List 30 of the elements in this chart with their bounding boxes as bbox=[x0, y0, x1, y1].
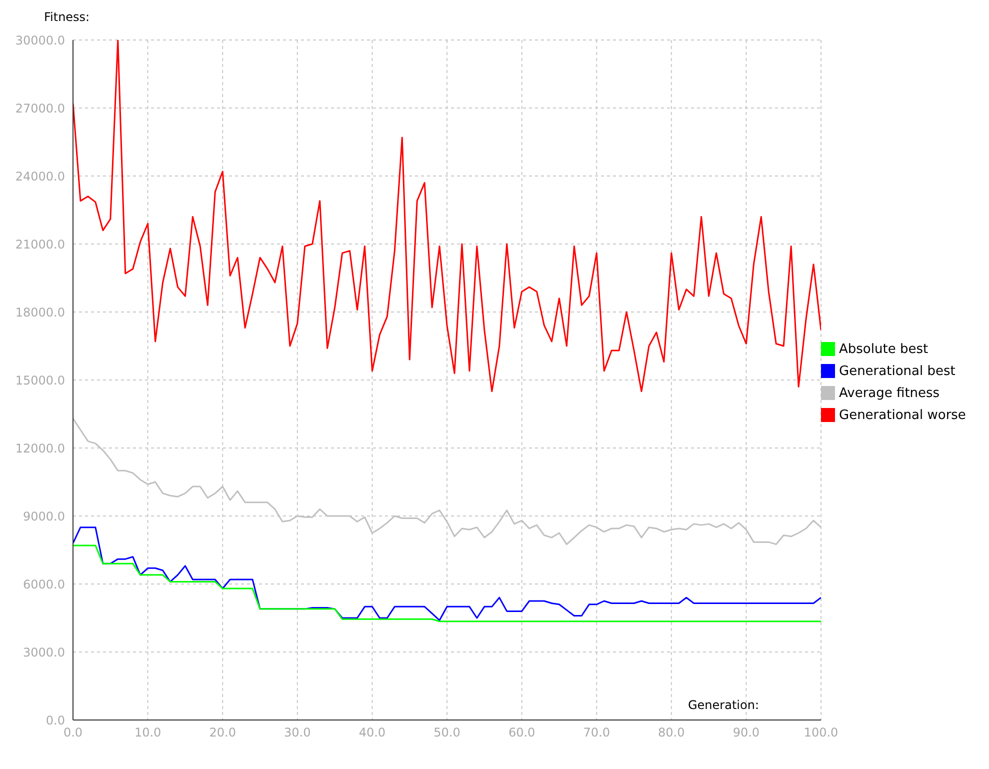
y-tick-label: 3000.0 bbox=[23, 645, 65, 660]
x-tick-label: 0.0 bbox=[63, 726, 83, 740]
legend-label: Absolute best bbox=[839, 342, 928, 357]
y-axis-title: Fitness: bbox=[44, 10, 90, 24]
x-tick-label: 40.0 bbox=[358, 726, 386, 740]
y-tick-label: 24000.0 bbox=[15, 169, 65, 184]
y-tick-label: 15000.0 bbox=[15, 373, 65, 388]
y-tick-label: 21000.0 bbox=[15, 237, 65, 252]
x-tick-label: 30.0 bbox=[284, 726, 311, 740]
y-tick-label: 18000.0 bbox=[15, 305, 65, 320]
x-tick-label: 10.0 bbox=[134, 726, 162, 740]
x-tick-label: 80.0 bbox=[658, 726, 685, 740]
x-tick-label: 50.0 bbox=[434, 726, 460, 740]
line-series bbox=[73, 544, 821, 622]
x-tick-label: 90.0 bbox=[732, 726, 760, 740]
y-tick-label: 12000.0 bbox=[15, 441, 65, 456]
y-tick-label: 30000.0 bbox=[15, 33, 65, 48]
x-tick-label: 70.0 bbox=[583, 726, 610, 740]
x-tick-label: 100.0 bbox=[804, 726, 838, 740]
legend-label: Generational worse bbox=[839, 408, 966, 423]
legend-label: Generational best bbox=[839, 364, 956, 379]
y-tick-label: 27000.0 bbox=[15, 101, 65, 116]
y-tick-label: 9000.0 bbox=[23, 509, 65, 524]
line-series bbox=[73, 526, 821, 622]
y-tick-label: 6000.0 bbox=[23, 577, 65, 592]
legend-label: Average fitness bbox=[839, 386, 940, 401]
x-axis-title: Generation: bbox=[688, 698, 759, 712]
x-tick-label: 60.0 bbox=[508, 726, 536, 740]
y-tick-label: 0.0 bbox=[46, 713, 65, 728]
x-tick-label: 20.0 bbox=[209, 726, 236, 740]
